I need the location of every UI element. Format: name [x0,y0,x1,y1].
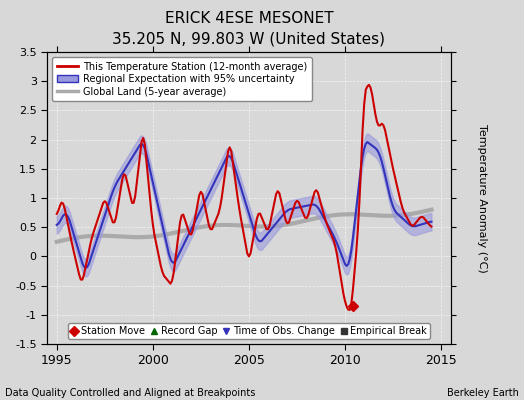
Legend: Station Move, Record Gap, Time of Obs. Change, Empirical Break: Station Move, Record Gap, Time of Obs. C… [68,323,430,339]
Text: Berkeley Earth: Berkeley Earth [447,388,519,398]
Y-axis label: Temperature Anomaly (°C): Temperature Anomaly (°C) [477,124,487,272]
Title: ERICK 4ESE MESONET
35.205 N, 99.803 W (United States): ERICK 4ESE MESONET 35.205 N, 99.803 W (U… [113,11,385,47]
Text: Data Quality Controlled and Aligned at Breakpoints: Data Quality Controlled and Aligned at B… [5,388,256,398]
